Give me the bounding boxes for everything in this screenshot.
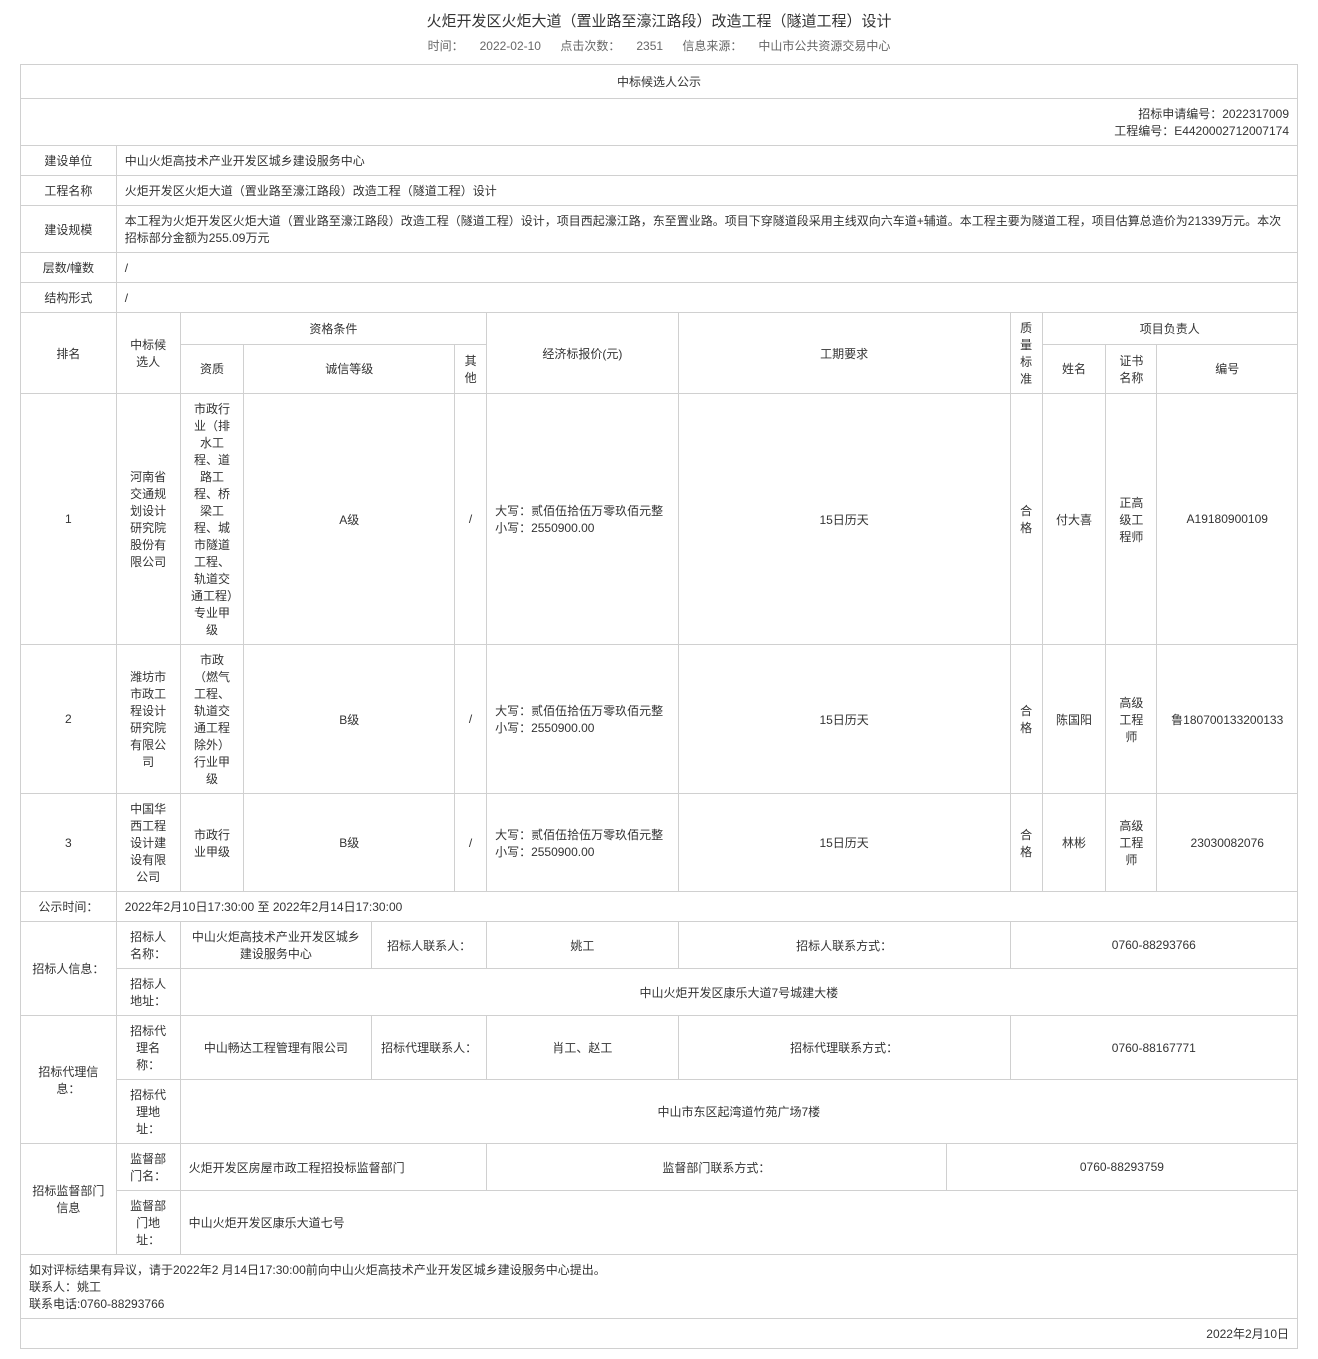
candidate-row: 3 中国华西工程设计建设有限公司 市政行业甲级 B级 / 大写：贰佰伍拾伍万零玖… [21,794,1298,892]
pm-name-header: 姓名 [1042,344,1106,393]
publish-time-value: 2022年2月10日17:30:00 至 2022年2月14日17:30:00 [116,892,1297,922]
tender-contact-value: 姚工 [487,922,679,969]
agent-info-label: 招标代理信息： [21,1016,117,1144]
agent-row-2: 招标代理地址： 中山市东区起湾道竹苑广场7楼 [21,1080,1298,1144]
tender-phone-value: 0760-88293766 [1010,922,1297,969]
agent-contact-value: 肖工、赵工 [487,1016,679,1080]
tender-row-1: 招标人信息： 招标人名称： 中山火炬高技术产业开发区城乡建设服务中心 招标人联系… [21,922,1298,969]
tender-phone-label: 招标人联系方式： [678,922,1010,969]
build-unit-label: 建设单位 [21,146,117,176]
rank-header: 排名 [21,313,117,394]
agent-addr-label: 招标代理地址： [116,1080,180,1144]
build-scale-label: 建设规模 [21,206,117,253]
tender-name-value: 中山火炬高技术产业开发区城乡建设服务中心 [180,922,372,969]
other-header: 其他 [455,344,487,393]
floors-label: 层数/幢数 [21,253,117,283]
pm-code-header: 编号 [1157,344,1298,393]
codes-row: 招标申请编号：2022317009 工程编号：E4420002712007174 [21,99,1298,146]
tender-row-2: 招标人地址： 中山火炬开发区康乐大道7号城建大楼 [21,969,1298,1016]
build-scale-value: 本工程为火炬开发区火炬大道（置业路至濠江路段）改造工程（隧道工程）设计，项目西起… [116,206,1297,253]
page-header: 火炬开发区火炬大道（置业路至濠江路段）改造工程（隧道工程）设计 时间： 2022-… [20,10,1298,54]
objection-cell: 如对评标结果有异议，请于2022年2 月14日17:30:00前向中山火炬高技术… [21,1255,1298,1319]
tender-info-label: 招标人信息： [21,922,117,1016]
build-unit-row: 建设单位 中山火炬高技术产业开发区城乡建设服务中心 [21,146,1298,176]
credit-header: 诚信等级 [244,344,455,393]
floors-value: / [116,253,1297,283]
publish-time-label: 公示时间： [21,892,117,922]
pm-header: 项目负责人 [1042,313,1297,345]
tender-addr-value: 中山火炬开发区康乐大道7号城建大楼 [180,969,1297,1016]
clicks-label: 点击次数： [560,39,620,53]
build-unit-value: 中山火炬高技术产业开发区城乡建设服务中心 [116,146,1297,176]
notice-title: 中标候选人公示 [21,65,1298,99]
duration-header: 工期要求 [678,313,1010,394]
main-table: 中标候选人公示 招标申请编号：2022317009 工程编号：E44200027… [20,64,1298,1349]
supervise-phone-value: 0760-88293759 [946,1144,1297,1191]
source-value: 中山市公共资源交易中心 [758,39,890,53]
supervise-addr-value: 中山火炬开发区康乐大道七号 [180,1191,1297,1255]
page-subinfo: 时间： 2022-02-10 点击次数： 2351 信息来源： 中山市公共资源交易中心 [20,37,1298,54]
supervise-addr-label: 监督部门地址： [116,1191,180,1255]
tender-addr-label: 招标人地址： [116,969,180,1016]
agent-phone-label: 招标代理联系方式： [678,1016,1010,1080]
candidate-row: 2 潍坊市市政工程设计研究院有限公司 市政（燃气工程、轨道交通工程除外）行业甲级… [21,645,1298,794]
notice-title-row: 中标候选人公示 [21,65,1298,99]
pm-cert-header: 证书名称 [1106,344,1157,393]
clicks-value: 2351 [636,39,663,53]
supervise-phone-label: 监督部门联系方式： [487,1144,947,1191]
qual-header: 资质 [180,344,244,393]
agent-addr-value: 中山市东区起湾道竹苑广场7楼 [180,1080,1297,1144]
supervise-name-label: 监督部门名： [116,1144,180,1191]
project-name-label: 工程名称 [21,176,117,206]
floors-row: 层数/幢数 / [21,253,1298,283]
supervise-name-value: 火炬开发区房屋市政工程招投标监督部门 [180,1144,486,1191]
qual-cond-header: 资格条件 [180,313,486,345]
agent-name-value: 中山畅达工程管理有限公司 [180,1016,372,1080]
footer-date: 2022年2月10日 [21,1319,1298,1349]
publish-time-row: 公示时间： 2022年2月10日17:30:00 至 2022年2月14日17:… [21,892,1298,922]
agent-contact-label: 招标代理联系人： [372,1016,487,1080]
codes-cell: 招标申请编号：2022317009 工程编号：E4420002712007174 [21,99,1298,146]
footer-date-row: 2022年2月10日 [21,1319,1298,1349]
supervise-row-1: 招标监督部门信息 监督部门名： 火炬开发区房屋市政工程招投标监督部门 监督部门联… [21,1144,1298,1191]
bid-price-header: 经济标报价(元) [487,313,679,394]
agent-phone-value: 0760-88167771 [1010,1016,1297,1080]
project-name-value: 火炬开发区火炬大道（置业路至濠江路段）改造工程（隧道工程）设计 [116,176,1297,206]
agent-row-1: 招标代理信息： 招标代理名称： 中山畅达工程管理有限公司 招标代理联系人： 肖工… [21,1016,1298,1080]
supervise-info-label: 招标监督部门信息 [21,1144,117,1255]
page-title: 火炬开发区火炬大道（置业路至濠江路段）改造工程（隧道工程）设计 [20,10,1298,31]
objection-row: 如对评标结果有异议，请于2022年2 月14日17:30:00前向中山火炬高技术… [21,1255,1298,1319]
agent-name-label: 招标代理名称： [116,1016,180,1080]
structure-label: 结构形式 [21,283,117,313]
tender-name-label: 招标人名称： [116,922,180,969]
header-row-1: 排名 中标候选人 资格条件 经济标报价(元) 工期要求 质量标准 项目负责人 [21,313,1298,345]
build-scale-row: 建设规模 本工程为火炬开发区火炬大道（置业路至濠江路段）改造工程（隧道工程）设计… [21,206,1298,253]
time-label: 时间： [428,39,464,53]
source-label: 信息来源： [682,39,742,53]
quality-header: 质量标准 [1010,313,1042,394]
candidate-header: 中标候选人 [116,313,180,394]
structure-value: / [116,283,1297,313]
tender-contact-label: 招标人联系人： [372,922,487,969]
supervise-row-2: 监督部门地址： 中山火炬开发区康乐大道七号 [21,1191,1298,1255]
project-name-row: 工程名称 火炬开发区火炬大道（置业路至濠江路段）改造工程（隧道工程）设计 [21,176,1298,206]
time-value: 2022-02-10 [480,39,541,53]
candidate-row: 1 河南省交通规划设计研究院股份有限公司 市政行业（排水工程、道路工程、桥梁工程… [21,394,1298,645]
structure-row: 结构形式 / [21,283,1298,313]
